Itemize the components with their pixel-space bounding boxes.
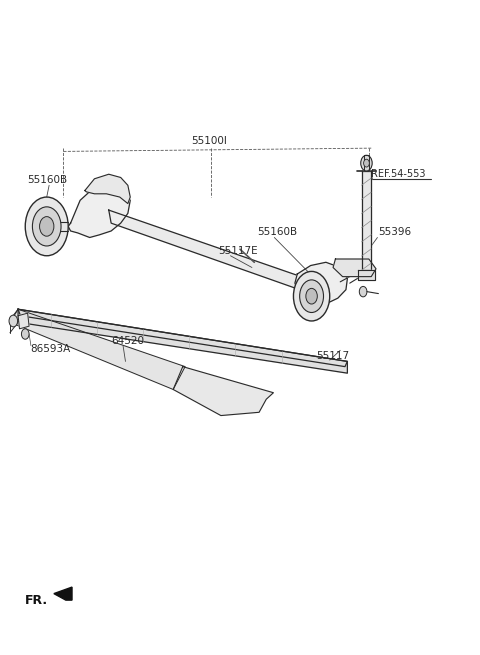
Text: 55160B: 55160B [257,227,297,238]
Circle shape [22,329,29,339]
Circle shape [306,288,317,304]
Polygon shape [358,270,375,280]
Text: 64520: 64520 [111,336,144,346]
Circle shape [300,280,324,312]
Circle shape [360,286,367,297]
Text: 55160B: 55160B [28,176,68,185]
Text: FR.: FR. [25,593,48,607]
Text: 86593A: 86593A [30,344,70,354]
Text: REF.54-553: REF.54-553 [371,169,426,179]
Polygon shape [173,367,274,415]
Polygon shape [68,185,130,238]
Circle shape [361,155,372,171]
Polygon shape [362,171,371,270]
Circle shape [33,207,61,246]
Polygon shape [18,313,29,329]
Polygon shape [109,210,300,290]
Circle shape [293,271,330,321]
Polygon shape [333,259,376,276]
Text: 55117: 55117 [316,352,349,362]
Circle shape [25,197,68,255]
Polygon shape [18,309,348,367]
Text: 55396: 55396 [378,227,411,238]
Polygon shape [364,155,369,171]
Circle shape [39,217,54,236]
Polygon shape [54,587,72,600]
Circle shape [364,159,369,167]
Polygon shape [85,174,130,204]
Text: 55100I: 55100I [191,136,227,146]
Text: 55117E: 55117E [218,246,258,255]
Circle shape [9,315,18,327]
Polygon shape [295,262,348,303]
Polygon shape [18,309,348,373]
Polygon shape [10,309,185,390]
